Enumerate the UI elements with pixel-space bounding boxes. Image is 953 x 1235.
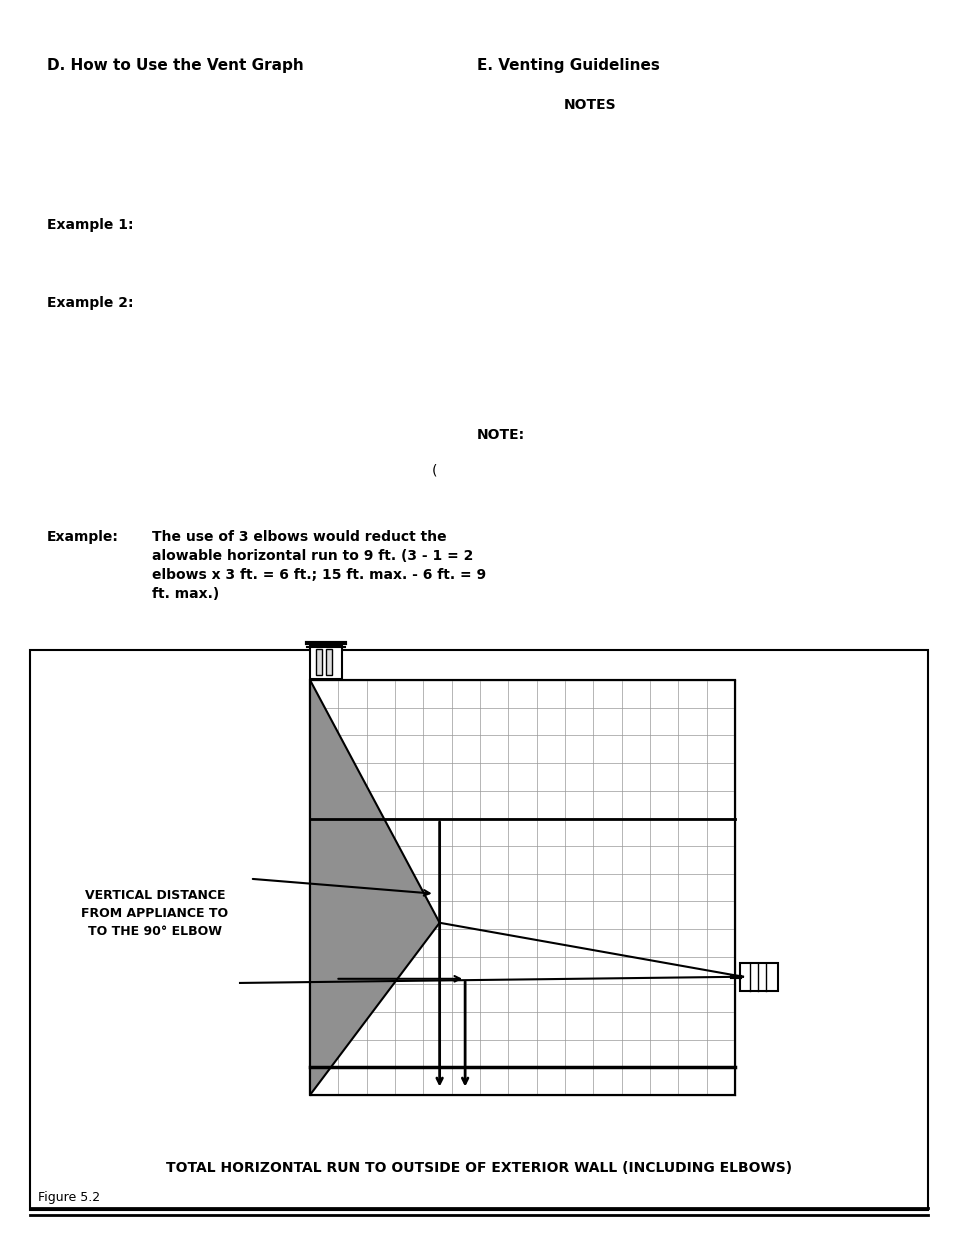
Text: E. Venting Guidelines: E. Venting Guidelines	[476, 58, 659, 73]
Text: elbows x 3 ft. = 6 ft.; 15 ft. max. - 6 ft. = 9: elbows x 3 ft. = 6 ft.; 15 ft. max. - 6 …	[152, 568, 486, 582]
Text: Example:: Example:	[47, 530, 119, 543]
Text: FROM APPLIANCE TO: FROM APPLIANCE TO	[81, 908, 229, 920]
Text: TOTAL HORIZONTAL RUN TO OUTSIDE OF EXTERIOR WALL (INCLUDING ELBOWS): TOTAL HORIZONTAL RUN TO OUTSIDE OF EXTER…	[166, 1161, 791, 1174]
Text: ft. max.): ft. max.)	[152, 587, 219, 601]
Bar	[740, 963, 778, 990]
Bar	[310, 680, 734, 1095]
Text: VERTICAL DISTANCE: VERTICAL DISTANCE	[85, 889, 225, 903]
Polygon shape	[310, 680, 439, 1095]
Bar	[310, 645, 341, 679]
Text: The use of 3 elbows would reduct the: The use of 3 elbows would reduct the	[152, 530, 446, 543]
Text: NOTE:: NOTE:	[476, 429, 524, 442]
Text: D. How to Use the Vent Graph: D. How to Use the Vent Graph	[47, 58, 303, 73]
Text: NOTES: NOTES	[563, 98, 616, 112]
Bar	[30, 650, 927, 1210]
Text: Example 2:: Example 2:	[47, 296, 133, 310]
Bar	[326, 650, 332, 676]
Bar	[310, 680, 734, 1095]
Bar	[315, 650, 322, 676]
Text: Example 1:: Example 1:	[47, 219, 133, 232]
Text: TO THE 90° ELBOW: TO THE 90° ELBOW	[88, 925, 222, 939]
Text: alowable horizontal run to 9 ft. (3 - 1 = 2: alowable horizontal run to 9 ft. (3 - 1 …	[152, 550, 473, 563]
Text: Figure 5.2: Figure 5.2	[38, 1192, 100, 1204]
Text: (: (	[432, 463, 437, 477]
